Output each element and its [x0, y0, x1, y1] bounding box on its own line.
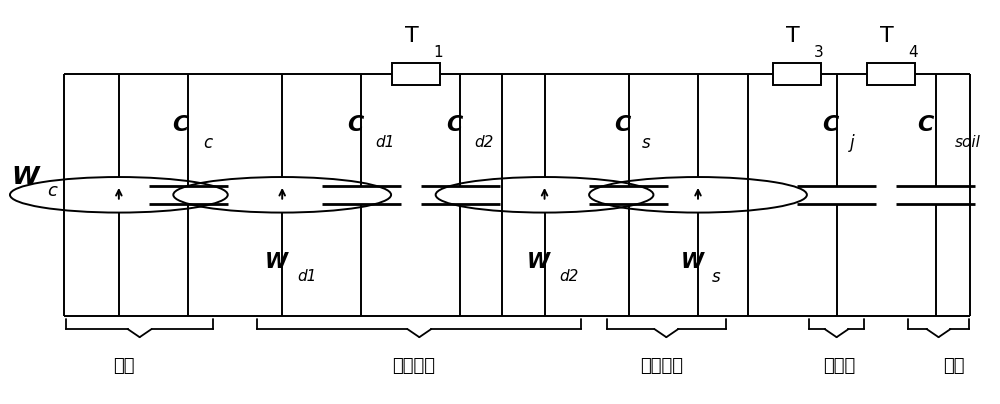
FancyBboxPatch shape — [773, 63, 821, 85]
Text: j: j — [850, 134, 855, 152]
FancyBboxPatch shape — [867, 63, 915, 85]
Text: d2: d2 — [560, 269, 579, 284]
Text: C: C — [446, 115, 463, 135]
Text: 绵缘介质: 绵缘介质 — [392, 357, 435, 375]
Text: 金属屏蔽: 金属屏蔽 — [640, 357, 683, 375]
Text: 3: 3 — [814, 44, 824, 59]
Text: C: C — [172, 115, 188, 135]
Text: 1: 1 — [433, 44, 442, 59]
Text: W: W — [265, 252, 288, 272]
Text: C: C — [347, 115, 364, 135]
Text: d1: d1 — [297, 269, 317, 284]
Text: T: T — [880, 26, 894, 46]
Text: C: C — [822, 115, 839, 135]
Text: C: C — [918, 115, 934, 135]
Text: d2: d2 — [474, 135, 494, 150]
Text: 4: 4 — [908, 44, 918, 59]
Text: s: s — [642, 134, 651, 152]
Text: W: W — [11, 165, 39, 189]
Text: 导体: 导体 — [113, 357, 135, 375]
Text: W: W — [681, 252, 704, 272]
Text: c: c — [48, 182, 57, 200]
Text: c: c — [203, 134, 213, 152]
Text: 外护套: 外护套 — [823, 357, 856, 375]
Text: T: T — [786, 26, 800, 46]
Text: soil: soil — [954, 135, 980, 150]
FancyBboxPatch shape — [392, 63, 440, 85]
Text: W: W — [527, 252, 550, 272]
Text: C: C — [615, 115, 631, 135]
Text: T: T — [405, 26, 419, 46]
Text: s: s — [712, 268, 720, 286]
Text: 土壤: 土壤 — [943, 357, 964, 375]
Text: d1: d1 — [375, 135, 395, 150]
